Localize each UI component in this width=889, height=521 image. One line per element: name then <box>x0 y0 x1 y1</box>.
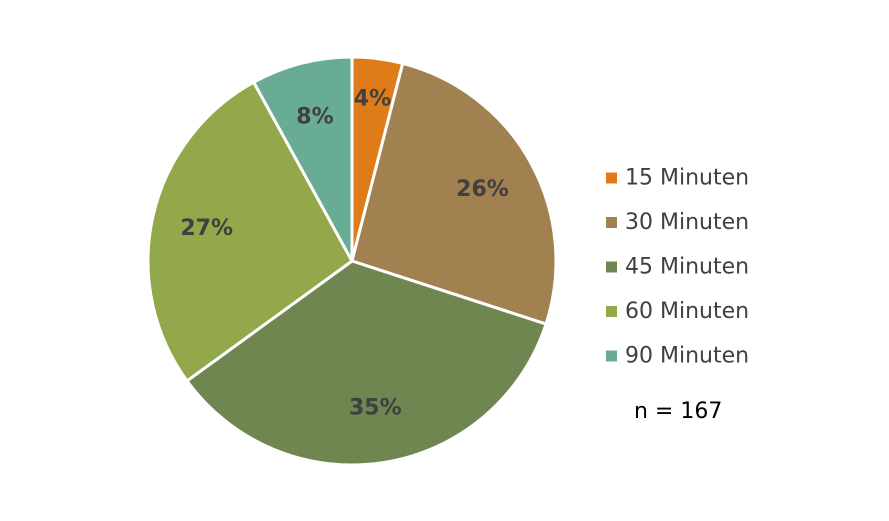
legend-swatch-60-minuten <box>606 306 617 317</box>
legend-swatch-30-minuten <box>606 217 617 228</box>
legend-label-15-minuten: 15 Minuten <box>625 166 749 191</box>
legend-label-45-minuten: 45 Minuten <box>625 255 749 280</box>
legend: 15 Minuten 30 Minuten 45 Minuten 60 Minuten… <box>606 166 749 369</box>
data-label-15-minuten: 4% <box>354 87 391 112</box>
pie-slices <box>146 55 558 467</box>
legend-swatch-90-minuten <box>606 350 617 362</box>
legend-label-60-minuten: 60 Minuten <box>625 299 749 324</box>
data-label-90-minuten: 8% <box>296 104 333 129</box>
legend-label-30-minuten: 30 Minuten <box>625 210 749 235</box>
legend-swatch-45-minuten <box>606 261 617 273</box>
data-label-60-minuten: 27% <box>180 216 233 241</box>
pie-slice-60-minuten <box>146 80 354 383</box>
legend-label-90-minuten: 90 Minuten <box>625 344 749 369</box>
data-label-45-minuten: 35% <box>349 396 402 421</box>
pie-slice-45-minuten <box>185 259 548 467</box>
pie-slice-90-minuten <box>252 55 354 263</box>
pie-slice-30-minuten <box>350 61 558 326</box>
legend-swatch-15-minuten <box>606 172 617 184</box>
data-label-30-minuten: 26% <box>456 177 509 202</box>
pie-data-labels: 4% 26% 35% 27% 8% <box>180 87 509 421</box>
sample-size-note: n = 167 <box>634 399 722 424</box>
